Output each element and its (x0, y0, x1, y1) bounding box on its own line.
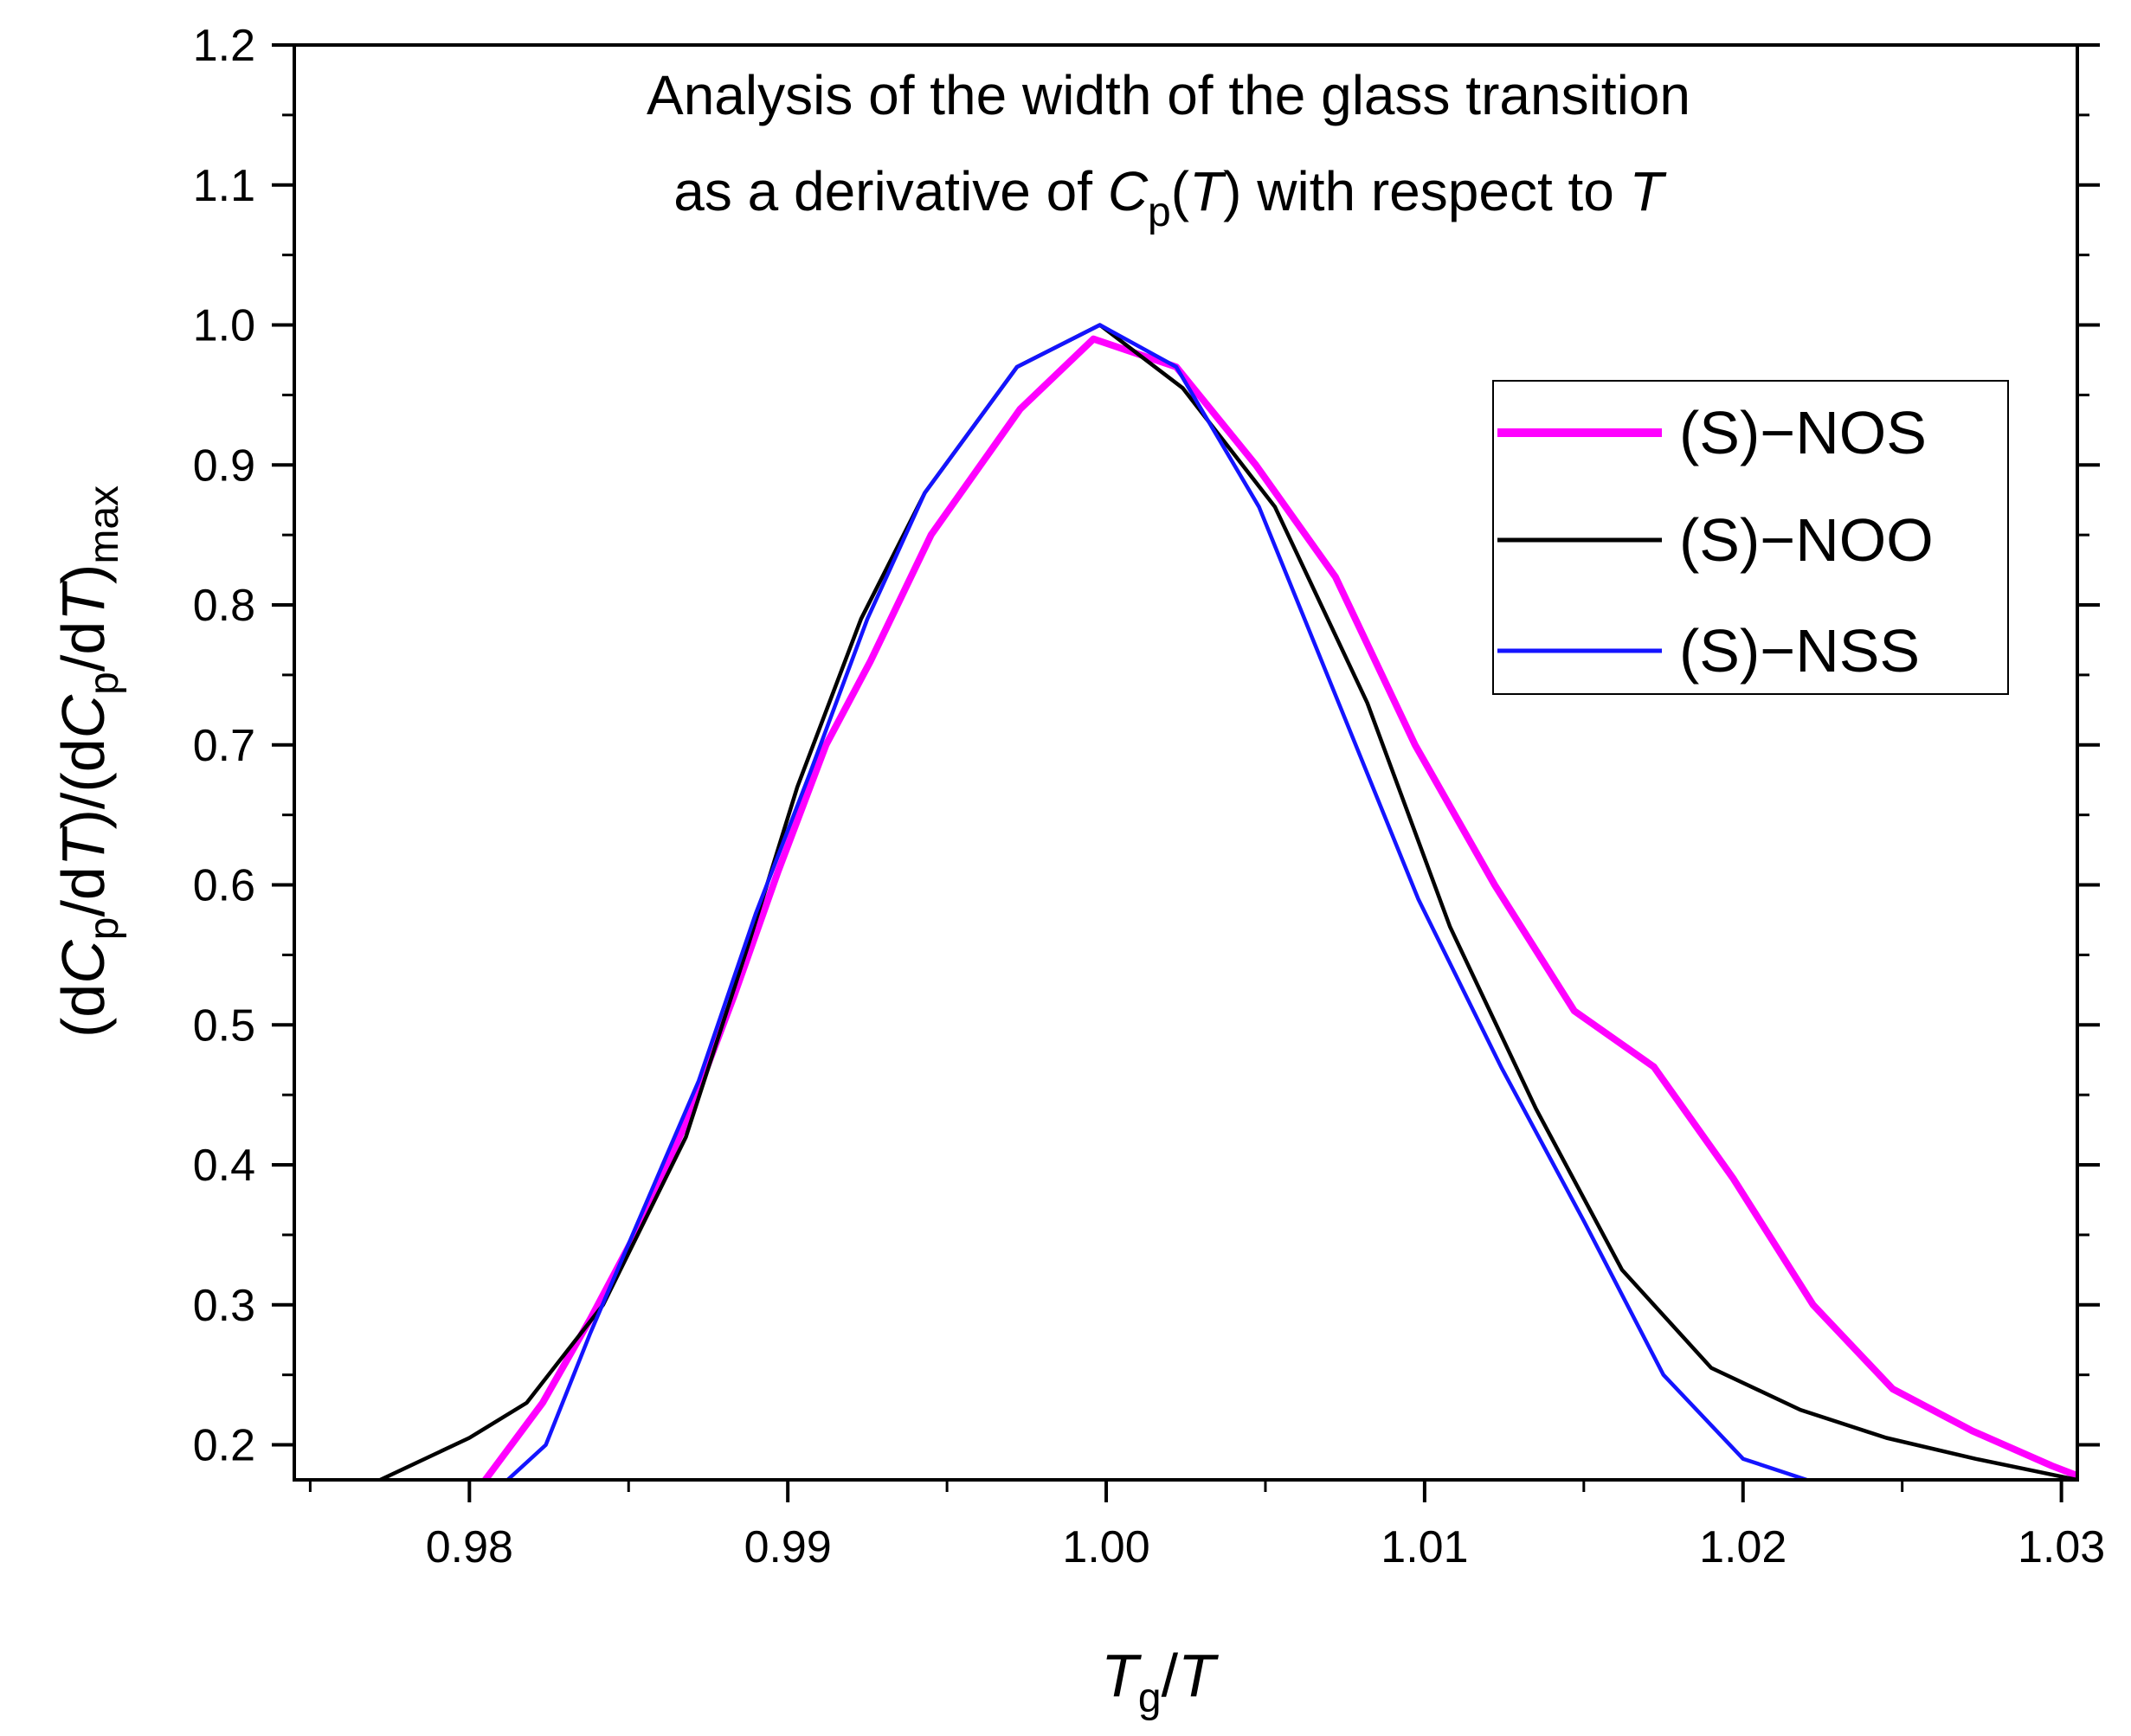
title-open: ( (1171, 160, 1189, 222)
ylabel-s1: p (81, 917, 127, 941)
xlabel-slash: / (1162, 1642, 1179, 1709)
ylabel-c2: C (49, 694, 117, 738)
legend-label-noo: (S)−NOO (1679, 506, 1934, 574)
series-line-nss (505, 323, 1809, 1480)
xlabel-sub: g (1138, 1675, 1162, 1721)
title-middle: with respect to (1241, 160, 1629, 222)
xlabel-den: T (1178, 1642, 1219, 1709)
ylabel-s3: max (81, 485, 127, 564)
chart-title-line2: as a derivative of Cp(T) with respect to… (673, 160, 1666, 235)
ylabel-p5: ) (49, 564, 117, 584)
title-close: ) (1223, 160, 1241, 222)
x-tick-label: 0.99 (744, 1522, 832, 1572)
x-axis-title: Tg/T (1101, 1642, 1219, 1721)
y-tick-label: 0.5 (193, 1000, 255, 1051)
y-tick-label: 0.2 (193, 1421, 255, 1471)
title-arg-t: T (1189, 160, 1226, 222)
title-wrt-t: T (1630, 160, 1667, 222)
ylabel-t2: T (49, 581, 117, 621)
axis-ticks (272, 43, 2100, 1502)
legend-label-nos: (S)−NOS (1679, 399, 1927, 466)
y-tick-label: 0.3 (193, 1281, 255, 1331)
title-prefix: as a derivative of (673, 160, 1108, 222)
title-var-c: C (1108, 160, 1149, 222)
y-tick-label: 0.7 (193, 721, 255, 771)
y-tick-label: 1.1 (193, 161, 255, 211)
plot-area-frame (293, 43, 2079, 1482)
ylabel-p1: (d (49, 984, 117, 1038)
ylabel-p2: /d (49, 866, 117, 916)
xlabel-main: T (1101, 1642, 1142, 1709)
ylabel-p3: )/(d (49, 738, 117, 829)
series-layer (378, 323, 2077, 1480)
chart-title-line1: Analysis of the width of the glass trans… (647, 64, 1690, 126)
y-tick-label: 0.9 (193, 440, 255, 491)
ylabel-s2: p (81, 672, 127, 695)
y-tick-label: 0.4 (193, 1141, 255, 1191)
y-tick-label: 0.8 (193, 581, 255, 631)
x-tick-label: 1.01 (1381, 1522, 1468, 1572)
x-tick-label: 1.02 (1699, 1522, 1787, 1572)
ylabel-t1: T (49, 826, 117, 866)
x-tick-label: 1.03 (2018, 1522, 2105, 1572)
legend-label-nss: (S)−NSS (1679, 617, 1920, 685)
y-tick-label: 1.0 (193, 301, 255, 351)
x-tick-label: 1.00 (1062, 1522, 1149, 1572)
ylabel-p4: /d (49, 621, 117, 672)
y-axis-title: (dCp/dT)/(dCp/dT)max (49, 485, 127, 1038)
series-line-noo (378, 323, 2077, 1480)
title-sub-p: p (1148, 190, 1171, 235)
y-tick-label: 0.6 (193, 861, 255, 911)
legend: (S)−NOS (S)−NOO (S)−NSS (1492, 380, 2009, 695)
tick-labels: 0.98 0.99 1.00 1.01 1.02 1.03 0.2 0.3 0.4 0.5 0.6 0… (193, 21, 2106, 1572)
x-tick-label: 0.98 (426, 1522, 513, 1572)
y-tick-label: 1.2 (193, 21, 255, 71)
ylabel-c1: C (49, 940, 117, 984)
